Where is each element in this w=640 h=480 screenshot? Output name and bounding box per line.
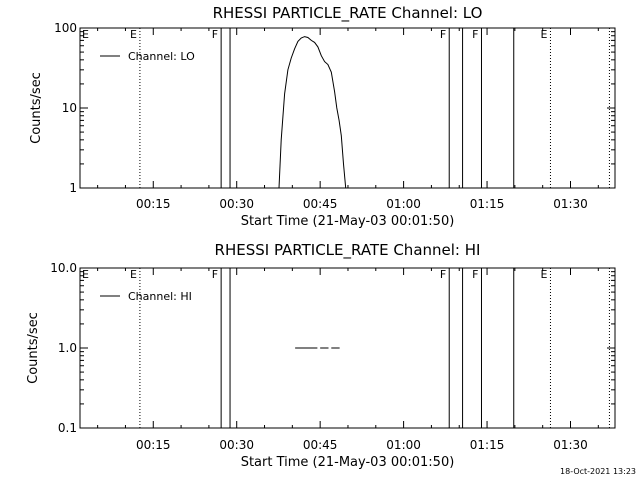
panel-1-marker-flag: F: [440, 28, 446, 41]
panel-1-series-line: [278, 36, 347, 189]
panel-1-y-axis-label: Counts/sec: [29, 72, 44, 144]
panel-2-y-tick-label: 0.1: [58, 421, 77, 435]
panel-1-x-tick-label: 00:15: [136, 197, 171, 211]
panel-2-y-axis-label: Counts/sec: [26, 312, 41, 384]
panel-1-x-tick-label: 01:30: [553, 197, 588, 211]
panel-1-x-tick-label: 01:00: [386, 197, 421, 211]
panel-1-left-edge-flag: E: [82, 28, 89, 41]
panel-1-marker-flag: F: [472, 28, 478, 41]
panel-2-x-tick-label: 01:15: [470, 438, 505, 452]
panel-1-marker-flag: E: [541, 28, 548, 41]
panel-2-x-tick-label: 00:15: [136, 438, 171, 452]
panel-1-title: RHESSI PARTICLE_RATE Channel: LO: [213, 4, 483, 23]
panel-2-x-tick-label: 00:30: [219, 438, 254, 452]
panel-1-x-axis-label: Start Time (21-May-03 00:01:50): [241, 214, 455, 229]
panel-2-marker-flag: F: [472, 268, 478, 281]
panel-2-marker-flag: F: [212, 268, 218, 281]
panel-1-y-tick-label: 100: [54, 21, 77, 35]
panel-2-x-tick-label: 01:30: [553, 438, 588, 452]
panel-2-x-tick-label: 00:45: [303, 438, 338, 452]
panel-1-legend-label: Channel: LO: [128, 50, 195, 63]
panel-1-marker-flag: F: [212, 28, 218, 41]
panel-2-y-tick-label: 10.0: [50, 261, 77, 275]
panel-2-title: RHESSI PARTICLE_RATE Channel: HI: [215, 241, 481, 260]
panel-2-left-edge-flag: E: [82, 268, 89, 281]
panel-2-marker-flag: F: [440, 268, 446, 281]
panel-2-x-tick-label: 01:00: [386, 438, 421, 452]
panel-1-x-tick-label: 01:15: [470, 197, 505, 211]
panel-1-marker-flag: E: [130, 28, 137, 41]
panel-1-x-tick-label: 00:45: [303, 197, 338, 211]
panel-2-x-axis-label: Start Time (21-May-03 00:01:50): [241, 455, 455, 470]
panel-2-y-tick-label: 1.0: [58, 341, 77, 355]
panel-2-marker-flag: E: [130, 268, 137, 281]
panel-1-y-tick-label: 10: [62, 101, 77, 115]
panel-1-x-tick-label: 00:30: [219, 197, 254, 211]
footer-timestamp: 18-Oct-2021 13:23: [560, 467, 636, 476]
panel-2-legend-label: Channel: HI: [128, 290, 192, 303]
panel-1-y-tick-label: 1: [69, 181, 77, 195]
panel-2-marker-flag: E: [541, 268, 548, 281]
